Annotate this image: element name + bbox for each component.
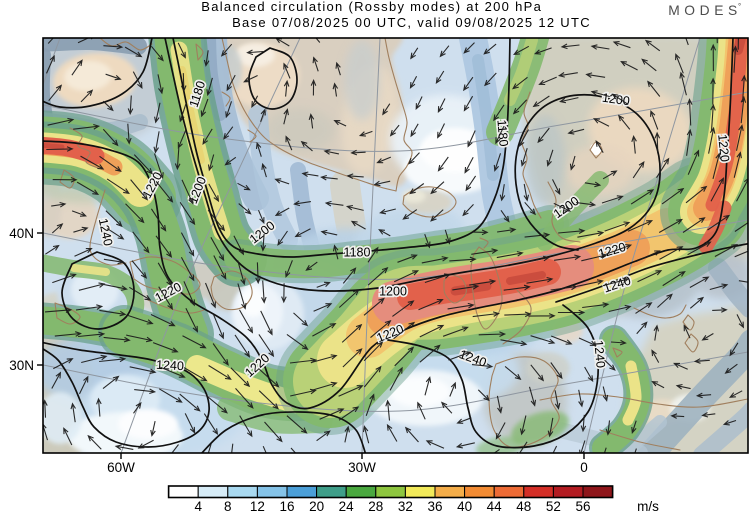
svg-text:Balanced circulation (Rossby m: Balanced circulation (Rossby modes) at 2… (201, 0, 542, 14)
svg-text:°: ° (738, 2, 741, 11)
svg-text:1180: 1180 (494, 119, 510, 147)
svg-text:40N: 40N (9, 226, 34, 241)
svg-text:48: 48 (516, 499, 531, 514)
svg-text:1240: 1240 (591, 340, 607, 369)
svg-text:36: 36 (427, 499, 442, 514)
svg-text:28: 28 (368, 499, 383, 514)
svg-text:24: 24 (339, 499, 355, 514)
svg-text:12: 12 (250, 499, 265, 514)
svg-text:60W: 60W (107, 460, 135, 475)
svg-text:40: 40 (457, 499, 472, 514)
svg-text:m/s: m/s (637, 499, 659, 514)
svg-text:30N: 30N (9, 358, 34, 373)
svg-text:8: 8 (224, 499, 232, 514)
svg-text:56: 56 (575, 499, 590, 514)
svg-text:1240: 1240 (156, 358, 185, 373)
svg-text:44: 44 (487, 499, 503, 514)
svg-text:0: 0 (580, 460, 588, 475)
svg-text:1200: 1200 (601, 91, 631, 109)
svg-text:4: 4 (194, 499, 202, 514)
svg-text:16: 16 (279, 499, 294, 514)
svg-text:52: 52 (546, 499, 561, 514)
svg-text:1200: 1200 (379, 285, 407, 299)
svg-text:1180: 1180 (344, 246, 371, 260)
svg-text:Base 07/08/2025 00 UTC, valid: Base 07/08/2025 00 UTC, valid 09/08/2025… (232, 15, 591, 30)
svg-text:20: 20 (309, 499, 324, 514)
svg-text:MODES: MODES (668, 3, 742, 18)
svg-text:30W: 30W (348, 460, 376, 475)
svg-text:32: 32 (398, 499, 413, 514)
